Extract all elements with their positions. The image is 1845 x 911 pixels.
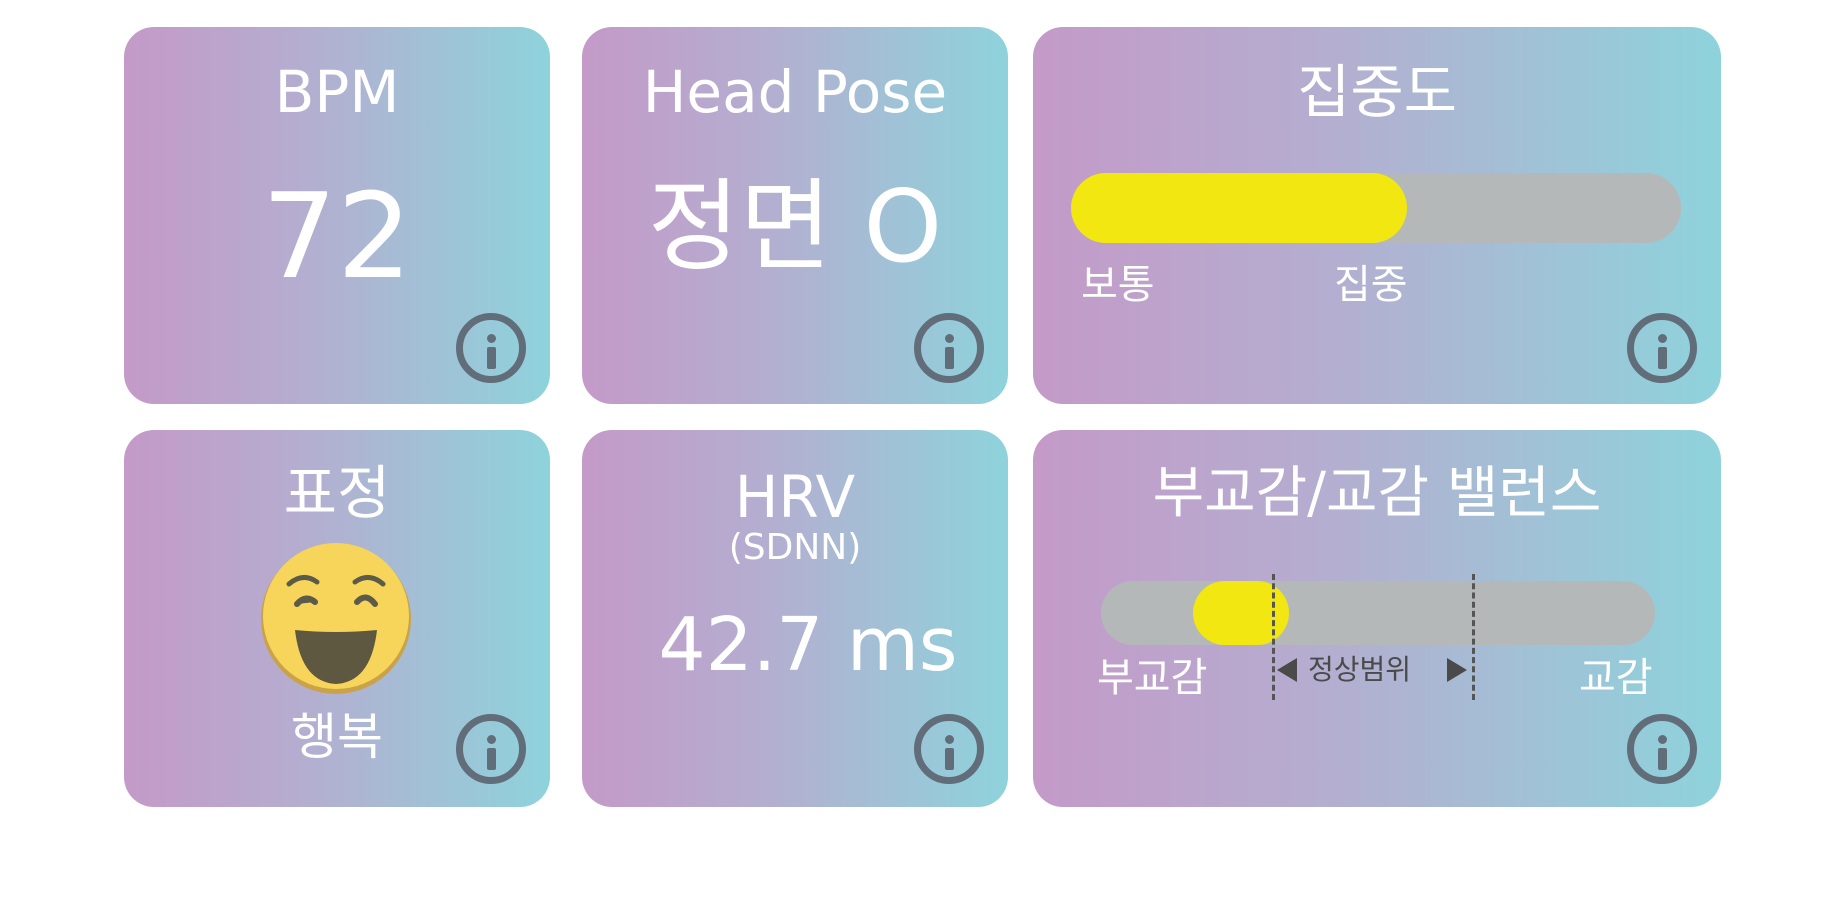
head-pose-title: Head Pose xyxy=(642,58,948,126)
bpm-value: 72 xyxy=(261,167,413,305)
head-pose-card: Head Pose 정면 O xyxy=(582,27,1008,404)
balance-label-right: 교감 xyxy=(1579,655,1653,701)
info-icon[interactable] xyxy=(914,313,984,383)
balance-card: 부교감/교감 밸런스 정상범위 부교감 교감 xyxy=(1033,430,1721,807)
info-icon[interactable] xyxy=(1627,313,1697,383)
balance-label-normal: 정상범위 xyxy=(1308,653,1412,686)
bpm-card: BPM 72 xyxy=(124,27,550,404)
focus-level-fill xyxy=(1071,173,1407,243)
info-icon[interactable] xyxy=(456,714,526,784)
focus-track xyxy=(1071,173,1681,243)
arrow-right-icon xyxy=(1447,658,1467,682)
balance-track xyxy=(1101,581,1655,645)
expression-label: 행복 xyxy=(291,708,383,766)
focus-label-high: 집중 xyxy=(1334,262,1408,308)
balance-title: 부교감/교감 밸런스 xyxy=(1152,461,1602,526)
expression-title: 표정 xyxy=(283,459,391,527)
info-icon[interactable] xyxy=(1627,714,1697,784)
happy-face-icon xyxy=(261,543,411,694)
normal-range-start-line xyxy=(1272,574,1275,700)
arrow-left-icon xyxy=(1277,658,1297,682)
bpm-title: BPM xyxy=(274,58,400,126)
hrv-title: HRV xyxy=(734,463,856,531)
head-pose-value: 정면 O xyxy=(647,168,943,285)
info-icon[interactable] xyxy=(914,714,984,784)
info-icon[interactable] xyxy=(456,313,526,383)
expression-card: 표정 행복 xyxy=(124,430,550,807)
hrv-value: 42.7 ms xyxy=(658,602,958,688)
hrv-card: HRV (SDNN) 42.7 ms xyxy=(582,430,1008,807)
focus-label-low: 보통 xyxy=(1081,262,1155,308)
normal-range-end-line xyxy=(1472,574,1475,700)
focus-card: 집중도 보통 집중 xyxy=(1033,27,1721,404)
hrv-subtitle: (SDNN) xyxy=(728,527,862,568)
focus-title: 집중도 xyxy=(1296,58,1458,126)
balance-label-left: 부교감 xyxy=(1097,655,1208,701)
